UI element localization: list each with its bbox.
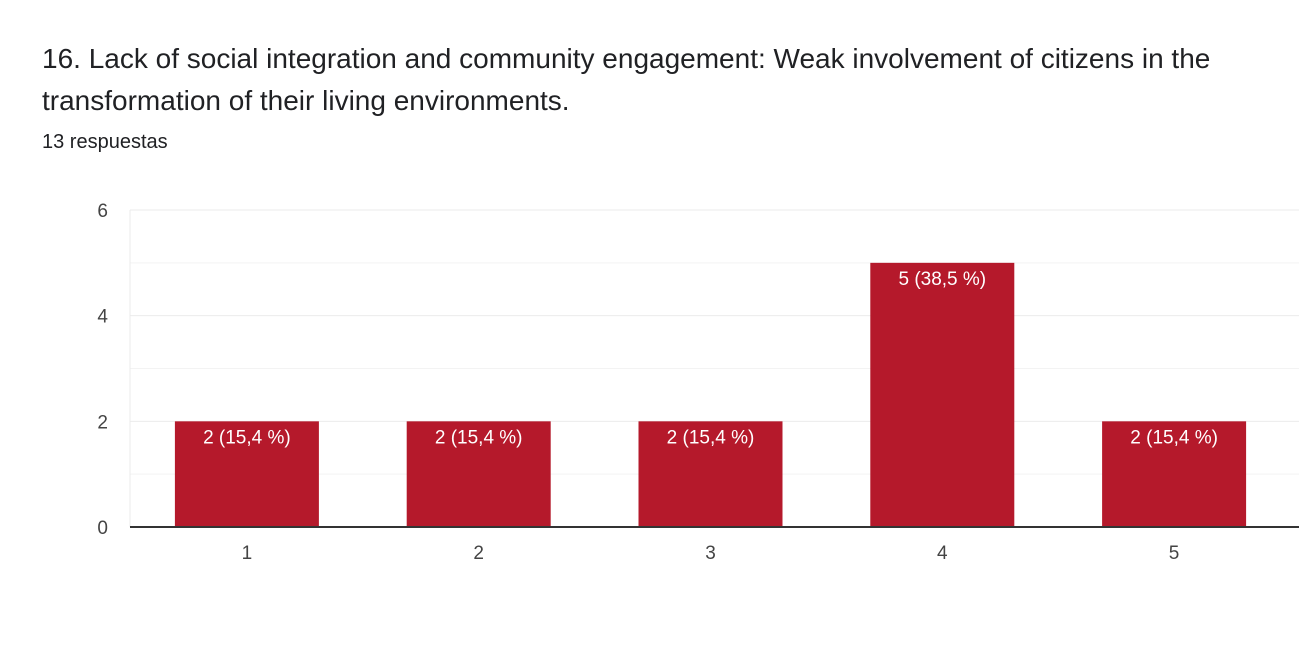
bar-chart: 0 2 4 6 2 (15,4 %) 1 2 (15,4 %) 2 2 (15,4 %) 3 5 (…: [0, 190, 1299, 590]
response-count: 13 respuestas: [42, 131, 168, 153]
y-tick-label: 0: [97, 518, 108, 539]
x-tick-label: 4: [937, 543, 948, 564]
bar[interactable]: [406, 421, 551, 527]
y-tick-label: 6: [97, 201, 108, 222]
bar-data-label: 5 (38,5 %): [898, 269, 986, 290]
bar-data-label: 2 (15,4 %): [435, 427, 523, 448]
bar-data-label: 2 (15,4 %): [203, 427, 291, 448]
bar[interactable]: [174, 421, 319, 527]
x-tick-label: 2: [473, 543, 484, 564]
x-tick-label: 3: [705, 543, 716, 564]
bar[interactable]: [1102, 421, 1247, 527]
y-tick-label: 4: [97, 307, 108, 328]
bar[interactable]: [638, 421, 783, 527]
bar-chart-svg: 0 2 4 6 2 (15,4 %) 1 2 (15,4 %) 2 2 (15,4 %) 3 5 (…: [97, 201, 1299, 564]
bar-data-label: 2 (15,4 %): [1130, 427, 1218, 448]
question-title: 16. Lack of social integration and commu…: [42, 43, 1211, 116]
x-tick-label: 5: [1169, 543, 1180, 564]
x-tick-label: 1: [242, 543, 253, 564]
y-tick-label: 2: [97, 412, 108, 433]
bar-data-label: 2 (15,4 %): [667, 427, 755, 448]
bar[interactable]: [870, 262, 1015, 527]
